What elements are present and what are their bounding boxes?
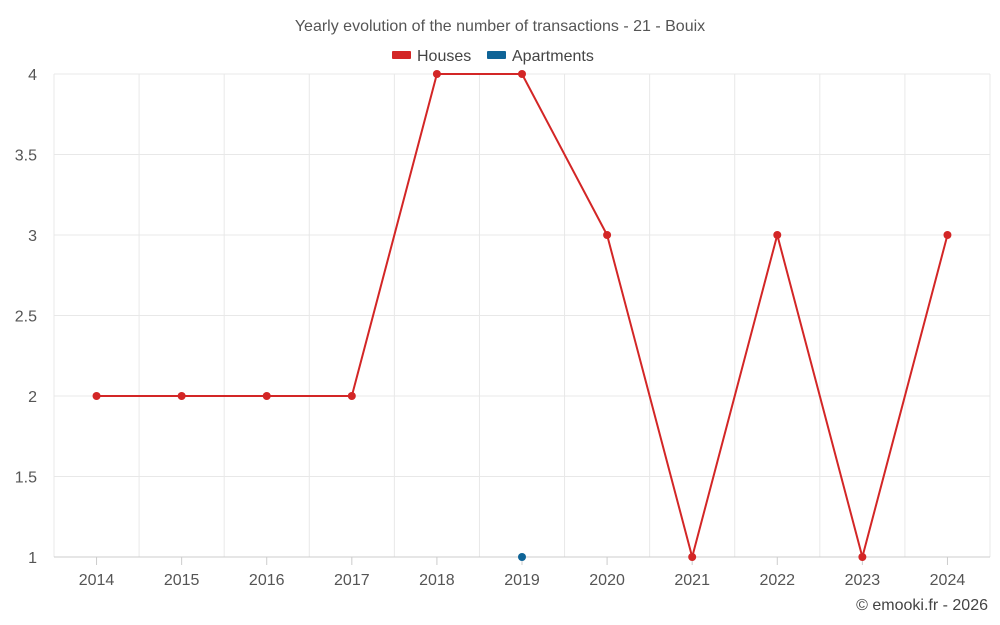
y-tick-label: 3 [28,228,37,245]
series [92,70,952,561]
series-houses [92,70,952,561]
x-tick-label: 2019 [504,572,540,589]
x-tick-label: 2016 [249,572,285,589]
y-axis-ticks: 1 1.5 2 2.5 3 3.5 4 [15,67,37,567]
data-point-houses-2015[interactable] [177,392,186,400]
data-point-houses-2018[interactable] [432,70,441,78]
y-tick-label: 2 [28,389,37,406]
credit-text: © emooki.fr - 2026 [856,597,988,614]
x-tick-label: 2018 [419,572,455,589]
y-tick-label: 1.5 [15,470,37,487]
data-point-houses-2019[interactable] [518,70,526,78]
y-tick-label: 3.5 [15,148,37,165]
series-apartments [518,553,526,561]
chart-title: Yearly evolution of the number of transa… [295,18,705,35]
x-tick-label: 2021 [674,572,710,589]
legend-swatch-apartments [487,51,506,59]
x-tick-label: 2017 [334,572,370,589]
data-point-houses-2016[interactable] [262,392,271,400]
legend-swatch-houses [392,51,411,59]
x-tick-label: 2014 [79,572,115,589]
data-point-houses-2014[interactable] [92,392,101,400]
x-tick-label: 2022 [759,572,795,589]
y-tick-label: 1 [28,550,37,567]
x-tick-label: 2020 [589,572,625,589]
gridlines [53,73,991,558]
x-tick-label: 2015 [164,572,200,589]
legend-label-apartments: Apartments [512,48,594,65]
data-point-apartments-2019[interactable] [518,553,526,561]
data-point-houses-2021[interactable] [688,553,697,561]
legend-label-houses: Houses [417,48,471,65]
y-tick-label: 4 [28,67,37,84]
x-axis-ticks: 2014 2015 2016 2017 2018 2019 2020 2021 2022 2023… [79,557,966,589]
data-point-houses-2017[interactable] [347,392,356,400]
x-tick-label: 2024 [930,572,966,589]
data-point-houses-2022[interactable] [773,231,782,239]
x-tick-label: 2023 [845,572,881,589]
y-tick-label: 2.5 [15,309,37,326]
legend-item-houses[interactable]: Houses [392,48,471,65]
data-point-houses-2023[interactable] [858,553,867,561]
data-point-houses-2020[interactable] [603,231,612,239]
legend-item-apartments[interactable]: Apartments [487,48,594,65]
data-point-houses-2024[interactable] [943,231,952,239]
legend: Houses Apartments [392,48,594,65]
